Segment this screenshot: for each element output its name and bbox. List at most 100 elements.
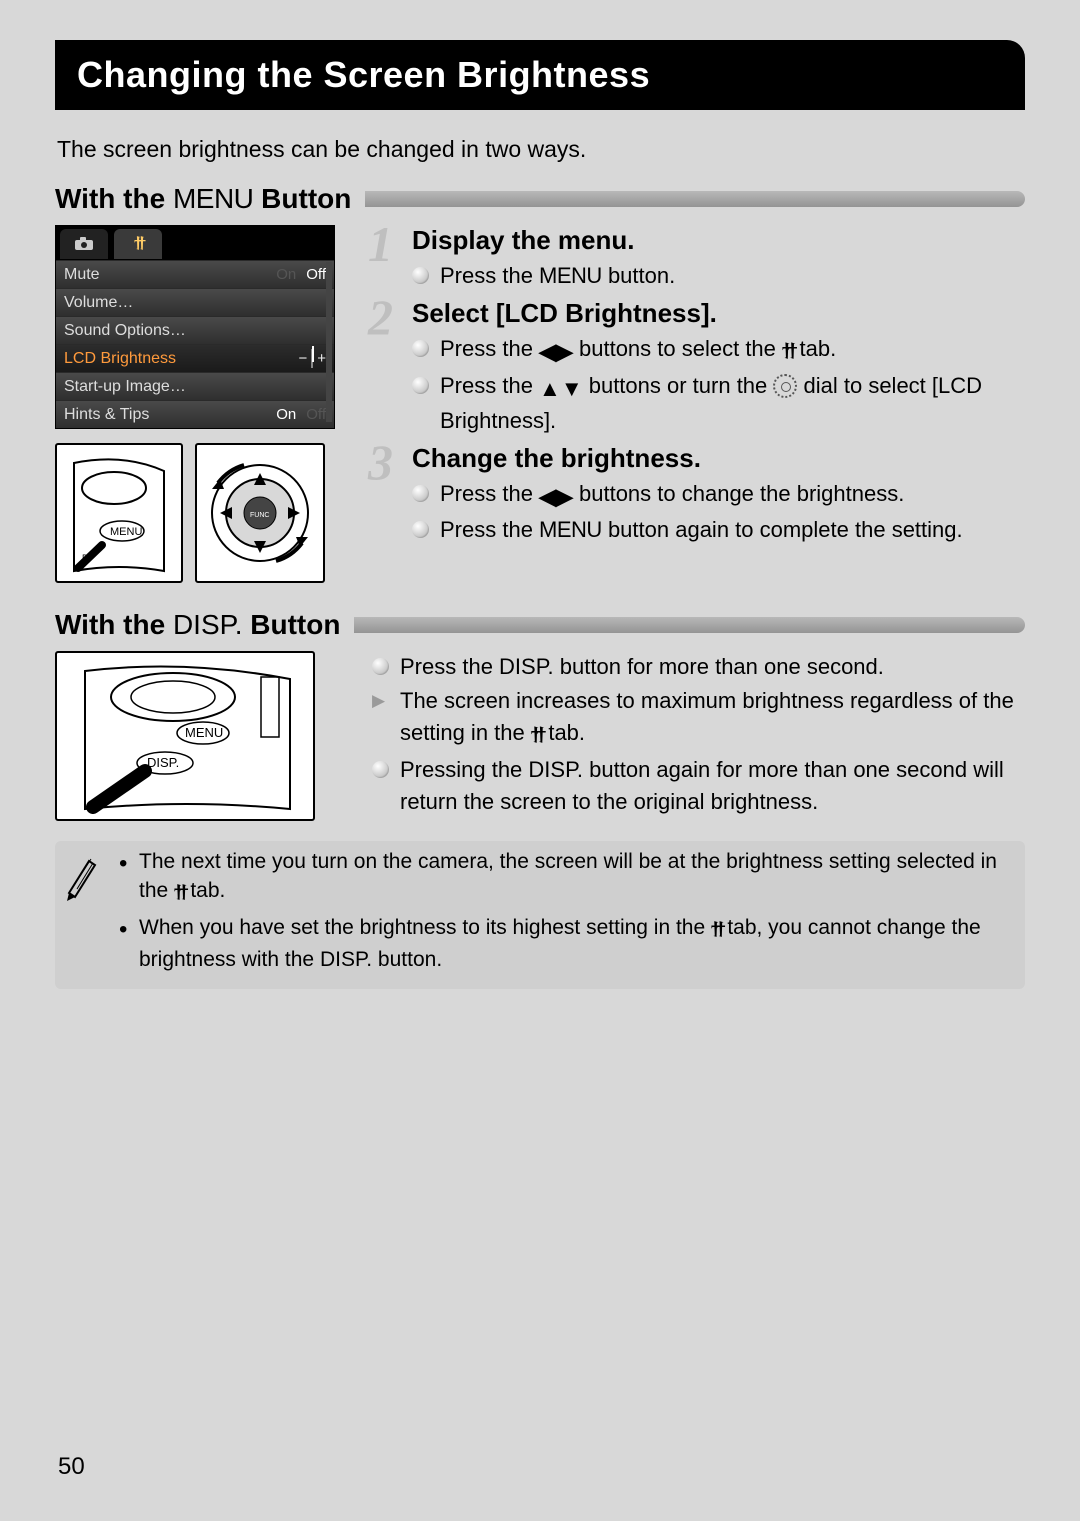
t: The next time you turn on the camera, th… (139, 850, 997, 902)
svg-text:MENU: MENU (185, 725, 223, 740)
tools-tab-icon: ϯϯ (711, 916, 721, 945)
t: button for more than one second. (554, 654, 884, 679)
up-down-arrows-icon: ▲▼ (539, 373, 583, 405)
note-box: The next time you turn on the camera, th… (55, 841, 1025, 989)
t: tab. (542, 720, 585, 745)
note-item: The next time you turn on the camera, th… (119, 847, 1015, 909)
left-column: MENU DISP. (55, 651, 350, 821)
heading-rule (365, 191, 1025, 207)
step-title: Select [LCD Brightness]. (412, 298, 1025, 329)
menu-word: MENU (539, 263, 602, 288)
intro-text: The screen brightness can be changed in … (57, 136, 1025, 163)
v: Off (306, 266, 326, 283)
svg-text:FUNC: FUNC (250, 512, 269, 519)
step-bullet: Press the MENU button again to complete … (412, 514, 1025, 546)
t: buttons to select the (573, 336, 782, 361)
t: With the (55, 609, 173, 640)
t: Press the (440, 336, 539, 361)
t: Button (242, 609, 340, 640)
step-number: 3 (368, 433, 393, 491)
t: Press the (440, 263, 539, 288)
svg-text:DISP.: DISP. (147, 755, 179, 770)
camera-back-diagram: MENU DI (55, 443, 183, 583)
manual-page: Changing the Screen Brightness The scree… (0, 0, 1080, 1521)
disp-text-column: Press the DISP. button for more than one… (372, 651, 1025, 821)
row-value: On Off (276, 266, 326, 283)
disp-word: DISP. (528, 757, 583, 782)
pencil-note-icon (61, 847, 101, 905)
t: buttons or turn the (583, 373, 774, 398)
step-bullet: Press the MENU button. (412, 260, 1025, 292)
menu-word: MENU (173, 183, 253, 214)
disp-result-bullet: The screen increases to maximum brightne… (372, 685, 1025, 752)
section-disp-button: With the DISP. Button (55, 609, 1025, 641)
note-item: When you have set the brightness to its … (119, 913, 1015, 975)
step-title: Display the menu. (412, 225, 1025, 256)
t: Pressing the (400, 757, 528, 782)
row-label: Hints & Tips (64, 406, 149, 424)
row-label: LCD Brightness (64, 350, 176, 368)
disp-bullet: Press the DISP. button for more than one… (372, 651, 1025, 683)
dim: On (276, 266, 296, 283)
step-number: 1 (368, 215, 393, 273)
t: tab. (185, 879, 226, 902)
t: button. (602, 263, 675, 288)
tools-glyph: ϯϯ (134, 234, 142, 255)
disp-word: DISP. (320, 948, 372, 971)
step-bullet: Press the ◀▶ buttons to change the brigh… (412, 478, 1025, 513)
camera-disp-diagram: MENU DISP. (55, 651, 315, 821)
page-title-banner: Changing the Screen Brightness (55, 40, 1025, 110)
menu-row-hints: Hints & Tips On Off (56, 400, 334, 428)
scrollbar-indicator (326, 262, 332, 422)
menu-row-mute: Mute OnOff (56, 260, 334, 288)
tools-tab-icon: ϯϯ (782, 336, 793, 368)
menu-row-lcd-brightness: LCD Brightness −+ (56, 344, 334, 372)
dim: Off (306, 406, 326, 423)
t: buttons to change the brightness. (573, 481, 904, 506)
row-value: −+ (298, 350, 326, 367)
svg-text:DI: DI (82, 553, 91, 563)
menu-row-startup: Start-up Image… (56, 372, 334, 400)
row-value: On Off (276, 406, 326, 423)
disp-word: DISP. (173, 609, 243, 640)
control-dial-icon (773, 374, 797, 398)
brightness-slider (311, 349, 313, 368)
step-3: 3 Change the brightness. Press the ◀▶ bu… (372, 443, 1025, 547)
camera-dial-diagram: FUNC (195, 443, 325, 583)
page-number: 50 (58, 1453, 85, 1481)
section1-columns: ϯϯ Mute OnOff Volume… Sound Options… LCD… (55, 225, 1025, 583)
disp-bullet: Pressing the DISP. button again for more… (372, 754, 1025, 818)
t: Press the (440, 373, 539, 398)
camera-tab-tools-icon: ϯϯ (114, 229, 162, 259)
left-column: ϯϯ Mute OnOff Volume… Sound Options… LCD… (55, 225, 350, 583)
step-bullet: Press the ▲▼ buttons or turn the dial to… (412, 370, 1025, 437)
t: Press the (400, 654, 499, 679)
t: When you have set the brightness to its … (139, 916, 711, 939)
camera-tabs: ϯϯ (56, 226, 334, 260)
t: The screen increases to maximum brightne… (400, 688, 1014, 745)
step-bullet: Press the ◀▶ buttons to select the ϯϯ ta… (412, 333, 1025, 368)
left-right-arrows-icon: ◀▶ (539, 481, 573, 513)
step-2: 2 Select [LCD Brightness]. Press the ◀▶ … (372, 298, 1025, 437)
t: Press the (440, 517, 539, 542)
t: Button (253, 183, 351, 214)
disp-word: DISP. (499, 654, 554, 679)
tools-tab-icon: ϯϯ (531, 720, 542, 752)
row-label: Volume… (64, 294, 133, 312)
svg-text:MENU: MENU (110, 526, 142, 538)
steps-column: 1 Display the menu. Press the MENU butto… (372, 225, 1025, 583)
t: button. (372, 948, 442, 971)
step-title: Change the brightness. (412, 443, 1025, 474)
t: button again to complete the setting. (602, 517, 963, 542)
step-number: 2 (368, 288, 393, 346)
section2-columns: MENU DISP. Press the DISP. button for mo… (55, 651, 1025, 821)
camera-tab-shoot-icon (60, 229, 108, 259)
t: Press the (440, 481, 539, 506)
heading-rule (354, 617, 1025, 633)
step-1: 1 Display the menu. Press the MENU butto… (372, 225, 1025, 292)
left-right-arrows-icon: ◀▶ (539, 336, 573, 368)
menu-word: MENU (539, 517, 602, 542)
v: On (276, 406, 296, 423)
tools-tab-icon: ϯϯ (174, 879, 184, 908)
row-label: Sound Options… (64, 322, 186, 340)
